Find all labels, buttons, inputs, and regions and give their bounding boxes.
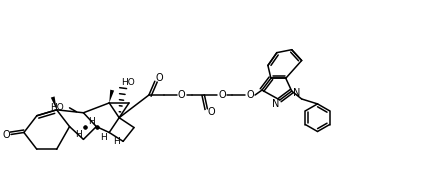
Text: N: N xyxy=(272,99,280,109)
Text: O: O xyxy=(218,90,226,100)
Text: H: H xyxy=(75,130,82,139)
Polygon shape xyxy=(109,90,114,103)
Text: O: O xyxy=(155,73,163,83)
Text: O: O xyxy=(178,90,185,100)
Text: O: O xyxy=(2,130,10,140)
Text: H: H xyxy=(113,137,120,146)
Text: O: O xyxy=(208,107,215,117)
Text: O: O xyxy=(246,90,254,100)
Text: N: N xyxy=(293,88,300,98)
Text: HO: HO xyxy=(50,103,63,112)
Text: H: H xyxy=(100,133,107,142)
Text: H: H xyxy=(88,117,95,126)
Polygon shape xyxy=(51,96,57,110)
Text: HO: HO xyxy=(121,78,135,87)
